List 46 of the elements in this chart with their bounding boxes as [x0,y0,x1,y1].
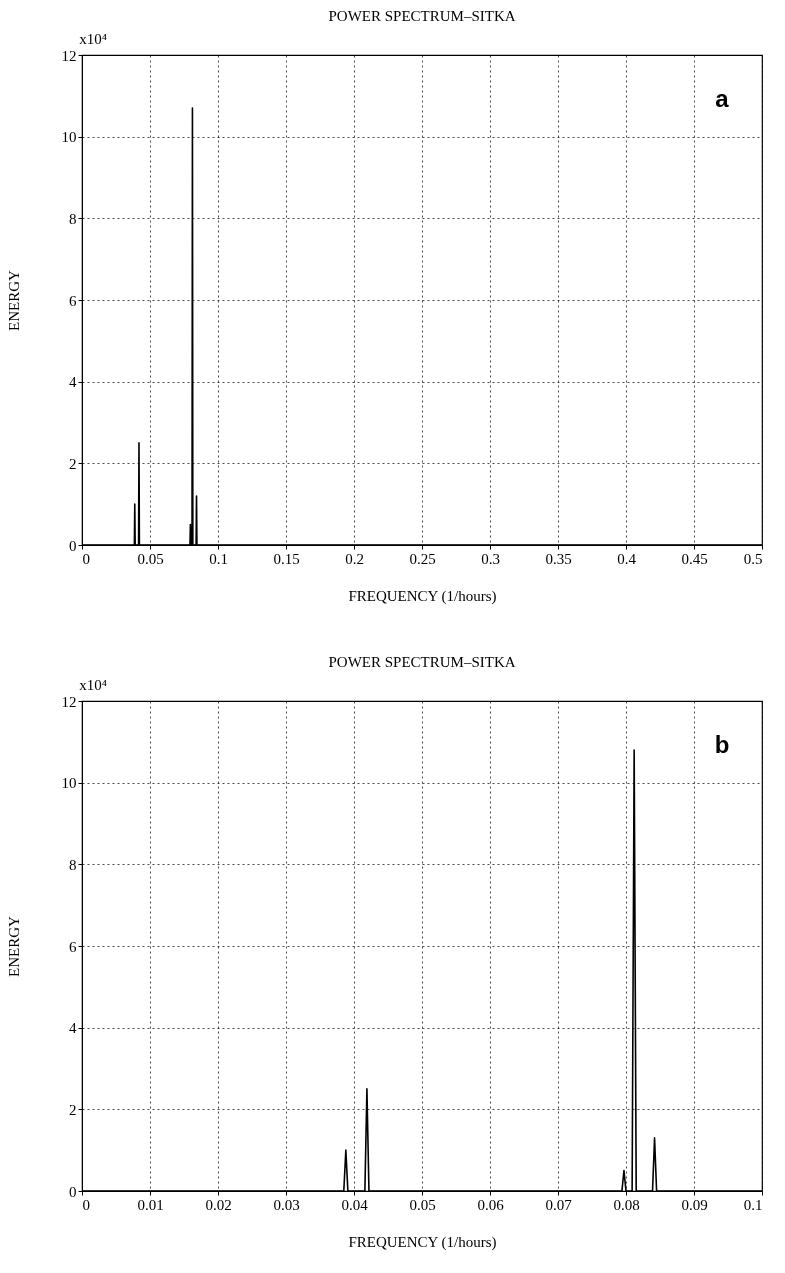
y-tick-label: 0 [69,537,77,554]
y-tick-label: 6 [69,292,77,309]
x-tick-label: 0.25 [409,550,436,567]
x-tick-label: 0 [82,1196,90,1213]
y-tick-label: 2 [69,455,77,472]
x-tick-label: 0 [82,550,90,567]
y-tick-label: 4 [69,1020,77,1037]
x-tick-label: 0.06 [477,1196,505,1213]
text: x10⁴ [79,31,107,47]
x-tick-label: 0.01 [137,1196,164,1213]
chart-title: POWER SPECTRUM–SITKA [328,654,516,670]
y-tick-label: 12 [61,47,77,64]
y-axis-title: ENERGY [5,269,22,331]
x-tick-label: 0.15 [273,550,300,567]
x-tick-label: 0.45 [681,550,708,567]
y-tick-label: 8 [69,856,77,873]
y-tick-label: 10 [61,775,77,792]
x-tick-label: 0.07 [545,1196,573,1213]
annotation: b [714,731,730,758]
y-tick-label: 8 [69,210,77,227]
y-axis-title: ENERGY [5,915,22,977]
x-axis-title: FREQUENCY (1/hours) [348,587,497,605]
x-tick-label: 0.1 [209,550,228,567]
x-tick-label: 0.09 [681,1196,708,1213]
y-tick-label: 6 [69,938,77,955]
x-tick-label: 0.2 [345,550,364,567]
y-tick-label: 2 [69,1101,77,1118]
y-tick-label: 0 [69,1183,77,1200]
x-tick-label: 0.02 [205,1196,232,1213]
x-tick-label: 0.1 [743,1196,763,1213]
x-tick-label: 0.04 [341,1196,369,1213]
x-tick-label: 0.05 [409,1196,436,1213]
x-tick-label: 0.4 [617,550,637,567]
y-tick-label: 4 [69,374,77,391]
x-tick-label: 0.35 [545,550,572,567]
chart-title: POWER SPECTRUM–SITKA [328,8,516,24]
y-tick-label: 12 [61,693,77,710]
x-tick-label: 0.03 [273,1196,300,1213]
x-axis-title: FREQUENCY (1/hours) [348,1233,497,1251]
text: x10⁴ [79,677,107,693]
annotation: a [715,85,730,112]
x-tick-label: 0.08 [613,1196,640,1213]
x-tick-label: 0.5 [743,550,763,567]
x-tick-label: 0.3 [481,550,500,567]
x-tick-label: 0.05 [137,550,164,567]
y-tick-label: 10 [61,129,77,146]
